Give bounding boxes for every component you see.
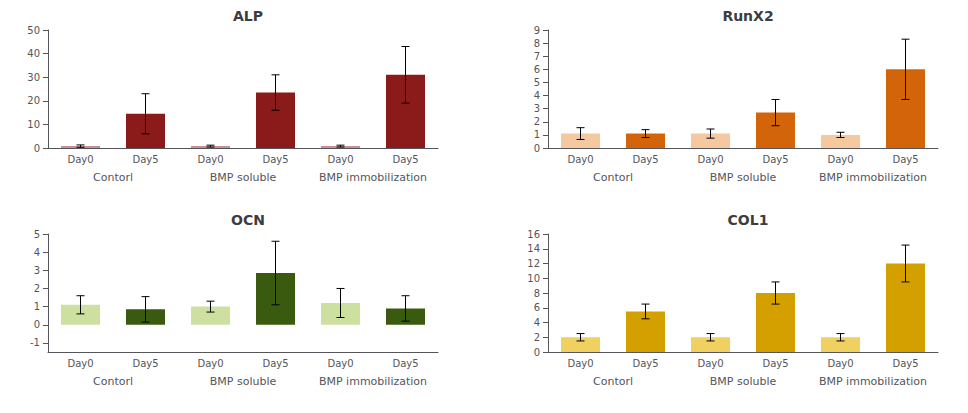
svg-text:0: 0 [34, 319, 40, 330]
svg-text:1: 1 [34, 301, 40, 312]
svg-text:Day0: Day0 [67, 154, 93, 165]
svg-text:Day0: Day0 [197, 358, 223, 369]
svg-text:40: 40 [27, 48, 40, 59]
svg-text:1: 1 [534, 129, 540, 140]
svg-text:0: 0 [534, 347, 540, 358]
svg-text:5: 5 [534, 77, 540, 88]
svg-text:30: 30 [27, 72, 40, 83]
svg-text:Day0: Day0 [827, 154, 853, 165]
svg-text:ALP: ALP [233, 8, 263, 24]
svg-text:Day0: Day0 [697, 154, 723, 165]
svg-text:Day5: Day5 [632, 154, 658, 165]
svg-text:Contorl: Contorl [593, 171, 633, 184]
svg-text:BMP immobilization: BMP immobilization [319, 171, 427, 184]
svg-text:RunX2: RunX2 [722, 8, 773, 24]
svg-text:14: 14 [527, 243, 540, 254]
svg-text:BMP immobilization: BMP immobilization [319, 375, 427, 388]
svg-text:4: 4 [534, 317, 540, 328]
svg-text:3: 3 [534, 103, 540, 114]
svg-text:10: 10 [527, 273, 540, 284]
svg-text:6: 6 [534, 64, 540, 75]
svg-text:12: 12 [527, 258, 540, 269]
svg-text:Contorl: Contorl [93, 375, 133, 388]
svg-text:OCN: OCN [231, 212, 265, 228]
svg-text:4: 4 [534, 90, 540, 101]
svg-text:Day5: Day5 [392, 358, 418, 369]
svg-text:Day5: Day5 [392, 154, 418, 165]
svg-text:8: 8 [534, 288, 540, 299]
svg-text:Day0: Day0 [67, 358, 93, 369]
svg-text:0: 0 [34, 143, 40, 154]
svg-text:2: 2 [34, 283, 40, 294]
svg-text:2: 2 [534, 332, 540, 343]
svg-text:Day5: Day5 [132, 358, 158, 369]
svg-text:BMP soluble: BMP soluble [710, 171, 777, 184]
svg-text:8: 8 [534, 38, 540, 49]
svg-text:3: 3 [34, 265, 40, 276]
svg-text:Day5: Day5 [892, 154, 918, 165]
svg-text:BMP immobilization: BMP immobilization [819, 375, 927, 388]
svg-text:Day5: Day5 [632, 358, 658, 369]
svg-text:Day0: Day0 [827, 358, 853, 369]
svg-text:50: 50 [27, 25, 40, 36]
svg-text:Day5: Day5 [762, 154, 788, 165]
svg-text:Day0: Day0 [327, 358, 353, 369]
svg-text:9: 9 [534, 25, 540, 36]
svg-text:10: 10 [27, 119, 40, 130]
svg-text:0: 0 [534, 143, 540, 154]
svg-text:Day5: Day5 [892, 358, 918, 369]
svg-text:Day5: Day5 [762, 358, 788, 369]
svg-text:4: 4 [34, 247, 40, 258]
svg-text:16: 16 [527, 229, 540, 240]
svg-text:BMP soluble: BMP soluble [210, 375, 277, 388]
svg-text:Day5: Day5 [262, 358, 288, 369]
svg-text:Day5: Day5 [262, 154, 288, 165]
svg-text:6: 6 [534, 302, 540, 313]
svg-text:Day0: Day0 [697, 358, 723, 369]
svg-text:20: 20 [27, 95, 40, 106]
svg-text:-1: -1 [30, 337, 40, 348]
svg-text:Day0: Day0 [197, 154, 223, 165]
svg-text:Day0: Day0 [567, 154, 593, 165]
svg-text:Contorl: Contorl [593, 375, 633, 388]
svg-text:BMP soluble: BMP soluble [710, 375, 777, 388]
svg-text:COL1: COL1 [728, 212, 769, 228]
svg-text:5: 5 [34, 229, 40, 240]
svg-text:Day0: Day0 [567, 358, 593, 369]
svg-text:7: 7 [534, 51, 540, 62]
svg-text:BMP soluble: BMP soluble [210, 171, 277, 184]
svg-text:BMP immobilization: BMP immobilization [819, 171, 927, 184]
svg-text:2: 2 [534, 116, 540, 127]
svg-text:Day0: Day0 [327, 154, 353, 165]
svg-text:Day5: Day5 [132, 154, 158, 165]
svg-text:Contorl: Contorl [93, 171, 133, 184]
